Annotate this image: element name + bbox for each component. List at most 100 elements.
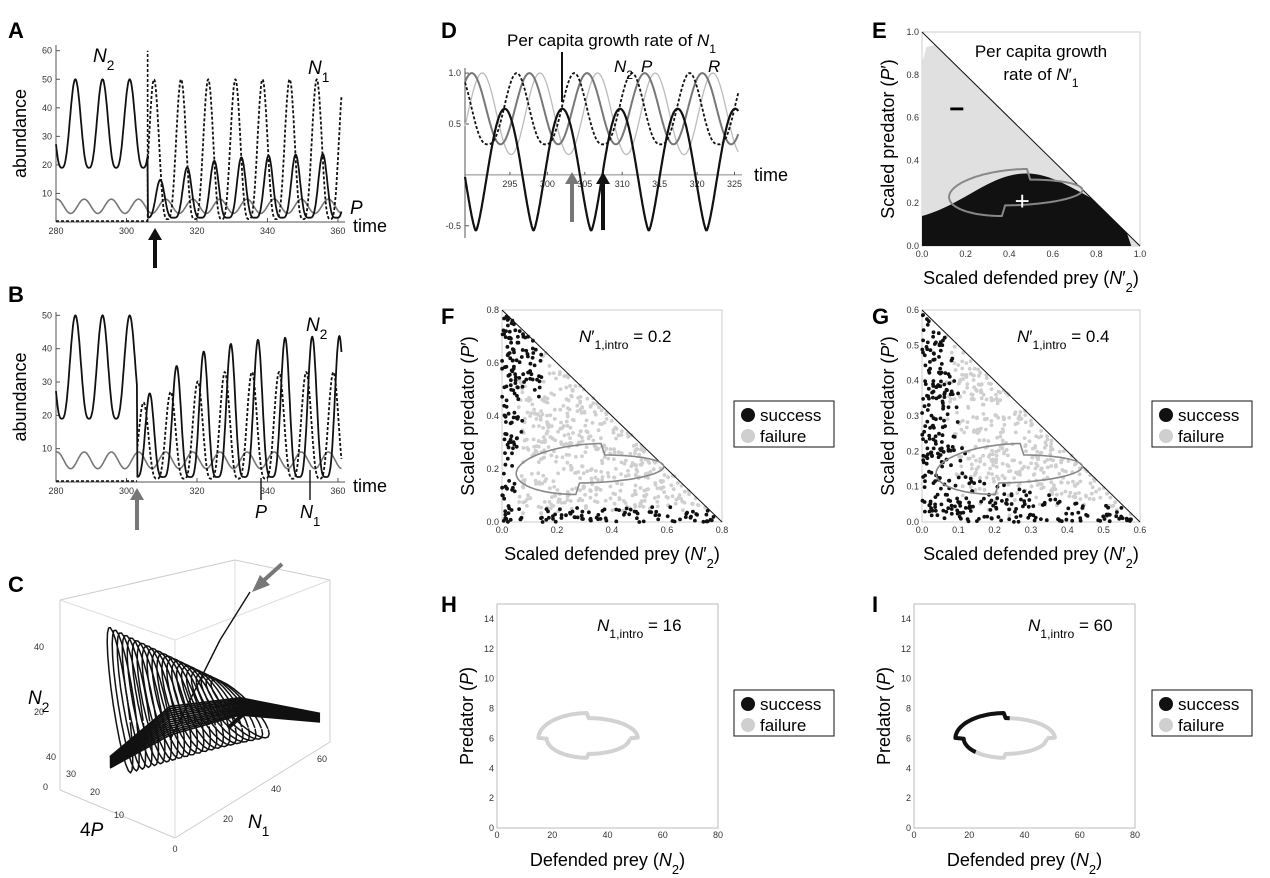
point-failure [630,493,635,498]
point-success [927,503,932,508]
trajectory-band [109,706,321,764]
point-failure [1048,457,1053,462]
series-success [920,313,1133,524]
point-failure [959,464,964,469]
point-failure [974,467,979,472]
point-failure [1078,479,1083,484]
point-success [939,362,944,366]
point-failure [1003,476,1007,481]
point-failure [629,464,634,469]
point-success [923,363,928,368]
point-failure [1049,488,1054,493]
series-N2 [464,72,740,146]
trajectory-loop [156,652,198,756]
y-tick-label: 50 [42,74,52,84]
trajectory-band [109,708,321,766]
point-success [1021,504,1025,509]
point-failure [516,405,521,410]
panel-letter-D: D [441,18,457,43]
point-failure [583,506,588,511]
point-failure [568,384,572,388]
point-success [691,509,695,514]
point-failure [549,506,553,511]
point-failure [656,494,661,499]
point-failure [1030,455,1035,460]
point-failure [960,418,965,423]
point-success [505,345,510,349]
point-failure [991,476,996,481]
point-success [936,383,941,387]
point-success [708,517,713,522]
point-failure [984,427,988,432]
intro-arrow-D-black-head [596,172,610,184]
point-failure [662,473,667,477]
point-failure [971,378,976,382]
point-success [503,484,508,489]
point-failure [677,493,682,498]
label-R-D: R [708,57,720,76]
point-failure [1071,494,1076,499]
point-failure [953,368,958,372]
point-failure [1023,444,1028,449]
point-failure [989,458,994,462]
axis-label-N1-C-part: N [248,812,262,833]
x-tick-label: 360 [330,486,345,496]
point-success [506,520,510,524]
point-success [504,517,509,521]
point-failure [972,373,976,378]
point-failure [679,497,683,501]
point-failure [543,351,548,356]
x-axis-label-part: ) [1133,544,1139,564]
series-N1 [147,78,343,221]
trajectory-loop [200,674,257,742]
point-failure [1066,459,1071,463]
point-failure [642,499,647,503]
point-failure [604,446,609,451]
point-success [938,476,942,480]
x-tick-label: 0.4 [1061,525,1074,535]
point-success [1016,519,1021,524]
point-failure [652,496,657,500]
point-failure [554,455,559,459]
point-success [711,515,716,519]
point-failure [612,447,616,452]
point-failure [612,501,617,506]
point-failure [1001,415,1006,420]
panel-E-title-2-part: N [1056,65,1069,84]
label-N2-D: N2 [614,57,633,82]
trajectory-loop [116,632,147,770]
point-success [925,340,930,345]
trajectory-loop [185,667,238,746]
point-failure [567,441,572,446]
point-failure [1002,450,1007,454]
series-R [464,72,739,156]
point-failure [577,433,582,438]
point-success [1042,502,1047,507]
point-failure [633,504,638,509]
y-axis-label-part: ′) [878,336,898,345]
y-tick-label: 12 [484,644,494,654]
point-failure [574,470,579,475]
y-tick-label: 10 [42,444,52,454]
point-success [535,377,539,382]
point-failure [984,397,989,402]
point-success [1022,489,1026,494]
point-failure [1017,414,1022,418]
point-failure [619,482,624,486]
point-failure [604,417,609,421]
y-tick-label: 0.5 [448,119,461,129]
point-failure [1113,500,1118,505]
point-failure [1001,388,1006,393]
point-failure [543,438,548,443]
point-success [1014,507,1018,511]
point-success [994,506,999,511]
x-tick-label: 40 [271,784,281,794]
point-failure [578,400,583,405]
simplex-boundary [501,309,723,523]
label-P-B-part: P [255,502,267,522]
panel-letter-B: B [8,282,24,307]
x-tick-label: 360 [330,226,345,236]
point-failure [548,486,552,491]
x-axis-label: time [353,476,387,496]
point-failure [552,417,557,421]
